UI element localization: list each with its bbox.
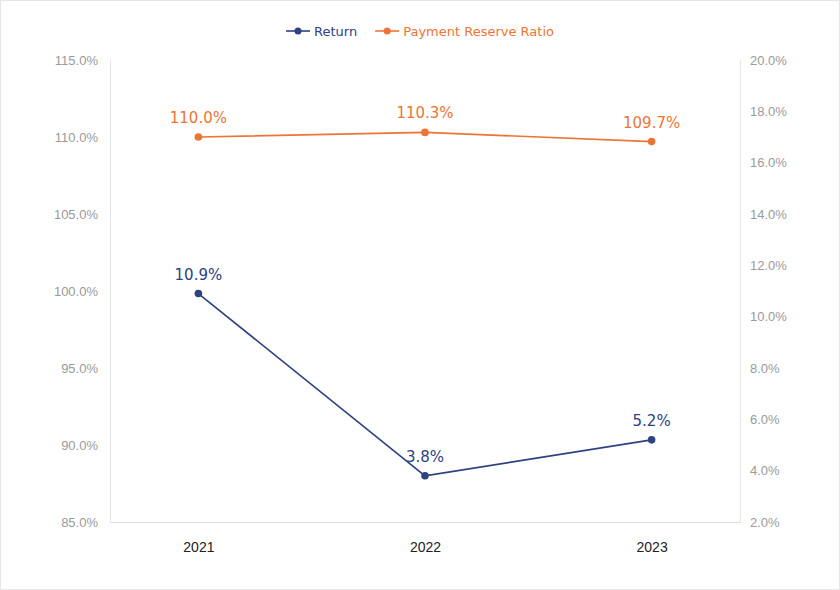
- legend-item: Payment Reserve Ratio: [375, 24, 554, 39]
- series-line: [198, 294, 651, 476]
- background: [1, 1, 840, 590]
- tick: 105.0%: [54, 207, 110, 222]
- point: [648, 436, 656, 444]
- tick-label: 95.0%: [61, 361, 98, 376]
- tick: 6.0%: [740, 412, 780, 427]
- point: [195, 290, 203, 298]
- tick-label: 115.0%: [55, 53, 99, 68]
- tick-label: 2.0%: [750, 515, 780, 530]
- axis-line: [110, 61, 111, 523]
- tick-label: 110.0%: [55, 130, 99, 145]
- chart: 85.0% 90.0% 95.0% 100.0% 105.0% 110.0% 115.0% 2…: [0, 0, 840, 590]
- tick-label: 20.0%: [750, 53, 787, 68]
- plot-area: [195, 129, 656, 480]
- tick-label: 8.0%: [750, 361, 780, 376]
- point: [648, 138, 656, 146]
- tick: 85.0%: [61, 515, 110, 530]
- tick-label: 14.0%: [750, 207, 787, 222]
- tick: 14.0%: [740, 207, 787, 222]
- tick: 100.0%: [54, 284, 110, 299]
- data-label: 110.3%: [396, 104, 453, 122]
- data-label: 3.8%: [406, 448, 444, 466]
- tick-label: 12.0%: [750, 258, 787, 273]
- tick-label: 105.0%: [54, 207, 99, 222]
- tick-label: 2022: [410, 539, 441, 555]
- data-label: 10.9%: [175, 266, 223, 284]
- data-label: 5.2%: [633, 412, 671, 430]
- tick: 8.0%: [740, 361, 780, 376]
- legend-label: Payment Reserve Ratio: [403, 24, 554, 39]
- tick: 115.0%: [55, 53, 110, 68]
- legend: Return Payment Reserve Ratio: [286, 24, 554, 39]
- tick: 20.0%: [740, 53, 787, 68]
- y-axis: 85.0% 90.0% 95.0% 100.0% 105.0% 110.0% 115.0%: [54, 53, 111, 530]
- legend-item: Return: [286, 24, 357, 39]
- tick-label: 4.0%: [750, 463, 780, 478]
- tick: 4.0%: [740, 463, 780, 478]
- tick-label: 90.0%: [61, 438, 98, 453]
- tick: 12.0%: [740, 258, 787, 273]
- point: [195, 133, 203, 141]
- axis-line: [111, 522, 741, 523]
- tick-label: 18.0%: [750, 104, 787, 119]
- tick-label: 10.0%: [750, 309, 787, 324]
- tick-label: 16.0%: [750, 155, 787, 170]
- tick-label: 2023: [637, 539, 668, 555]
- data-label: 109.7%: [623, 114, 680, 132]
- tick: 2.0%: [740, 515, 780, 530]
- tick-label: 6.0%: [750, 412, 780, 427]
- tick: 2022: [410, 522, 441, 555]
- data-label: 110.0%: [170, 109, 227, 127]
- data-labels: 10.9% 3.8% 5.2% 110.0% 110.3% 109.7%: [170, 104, 680, 465]
- axis-line: [740, 61, 741, 523]
- tick: 110.0%: [55, 130, 110, 145]
- tick: 95.0%: [61, 361, 110, 376]
- tick: 16.0%: [740, 155, 787, 170]
- legend-label: Return: [314, 24, 357, 39]
- tick-label: 85.0%: [61, 515, 98, 530]
- point: [421, 472, 429, 480]
- tick: 10.0%: [740, 309, 787, 324]
- tick-label: 2021: [183, 539, 214, 555]
- legend-marker: [295, 28, 302, 35]
- tick: 2023: [637, 522, 668, 555]
- tick-label: 100.0%: [54, 284, 99, 299]
- x-axis: 2021 2022 2023: [111, 522, 741, 555]
- tick: 18.0%: [740, 104, 787, 119]
- point: [421, 129, 429, 137]
- tick: 90.0%: [61, 438, 110, 453]
- legend-marker: [384, 28, 391, 35]
- tick: 2021: [183, 522, 214, 555]
- y2-axis: 2.0% 4.0% 6.0% 8.0% 10.0% 12.0% 14.0% 16.0% 18.0…: [740, 53, 787, 530]
